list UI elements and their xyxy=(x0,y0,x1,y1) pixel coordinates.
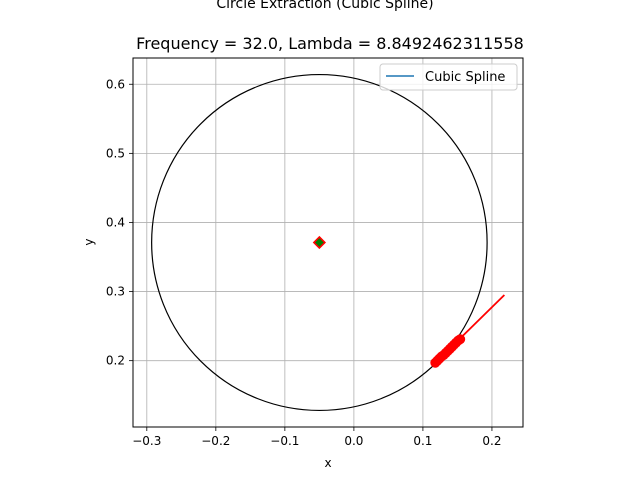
x-tick-label: −0.2 xyxy=(201,434,230,448)
y-tick-label: 0.6 xyxy=(106,77,125,91)
y-tick-label: 0.3 xyxy=(106,285,125,299)
plot-area-frame xyxy=(132,57,524,428)
center-marker xyxy=(312,235,327,250)
x-axis-label: x xyxy=(324,456,331,470)
x-axis-ticks: −0.3 −0.2 −0.1 0.0 0.1 0.2 xyxy=(132,427,501,448)
y-tick-label: 0.4 xyxy=(106,215,125,229)
x-tick-label: 0.1 xyxy=(413,434,432,448)
y-axis-label: y xyxy=(82,238,96,245)
x-tick-label: 0.0 xyxy=(344,434,363,448)
fitted-circle xyxy=(151,73,488,412)
y-axis-ticks: 0.2 0.3 0.4 0.5 0.6 xyxy=(106,77,133,368)
x-tick-label: −0.1 xyxy=(270,434,299,448)
plot-marks xyxy=(151,73,505,412)
x-tick-label: −0.3 xyxy=(132,434,161,448)
chart-title: Frequency = 32.0, Lambda = 8.84924623115… xyxy=(136,34,524,53)
red-point xyxy=(455,334,466,345)
legend-box xyxy=(379,63,518,91)
figure-suptitle: Circle Extraction (Cubic Spline) xyxy=(216,0,433,12)
y-tick-label: 0.5 xyxy=(106,146,125,160)
legend-label-cubic-spline: Cubic Spline xyxy=(425,70,505,85)
x-tick-label: 0.2 xyxy=(482,434,501,448)
y-tick-label: 0.2 xyxy=(106,354,125,368)
legend: Cubic Spline xyxy=(379,63,518,91)
